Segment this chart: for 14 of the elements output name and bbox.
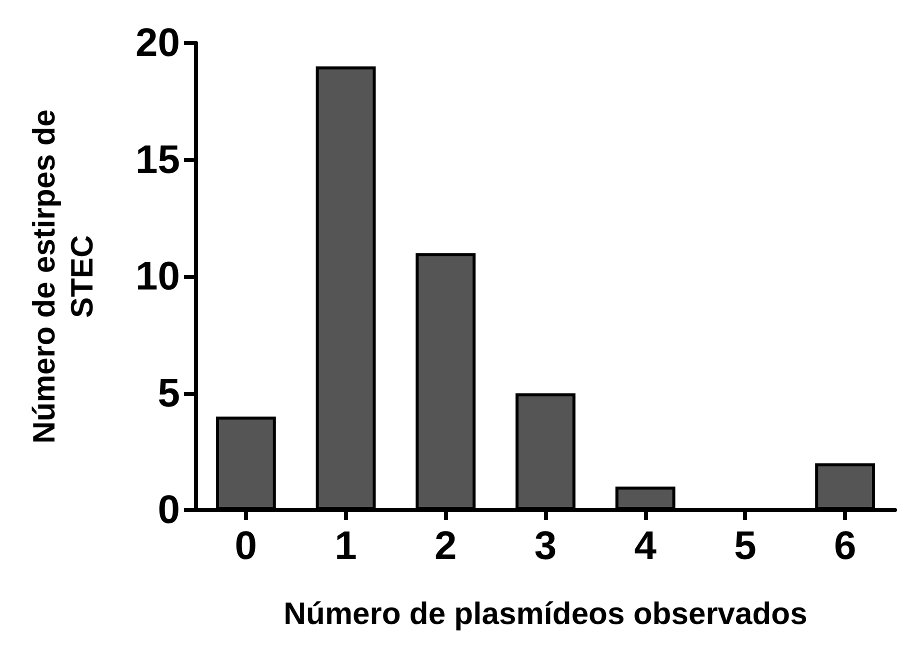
y-tick-label: 20 bbox=[136, 21, 180, 65]
x-tick-label: 3 bbox=[534, 524, 557, 568]
x-tick-label: 6 bbox=[834, 524, 856, 568]
x-axis-title: Número de plasmídeos observados bbox=[284, 596, 808, 631]
y-tick-label: 15 bbox=[136, 138, 180, 182]
y-tick-label: 5 bbox=[158, 371, 180, 416]
x-tick-label: 4 bbox=[634, 524, 658, 568]
x-tick-label: 0 bbox=[234, 524, 258, 568]
x-tick-label: 5 bbox=[734, 524, 756, 568]
y-axis-title: Número de estirpes de STEC bbox=[26, 109, 100, 444]
x-tick-label: 1 bbox=[334, 524, 357, 568]
y-tick-label: 10 bbox=[136, 254, 180, 298]
y-tick-label: 0 bbox=[158, 488, 180, 532]
x-tick-label: 2 bbox=[434, 524, 457, 568]
